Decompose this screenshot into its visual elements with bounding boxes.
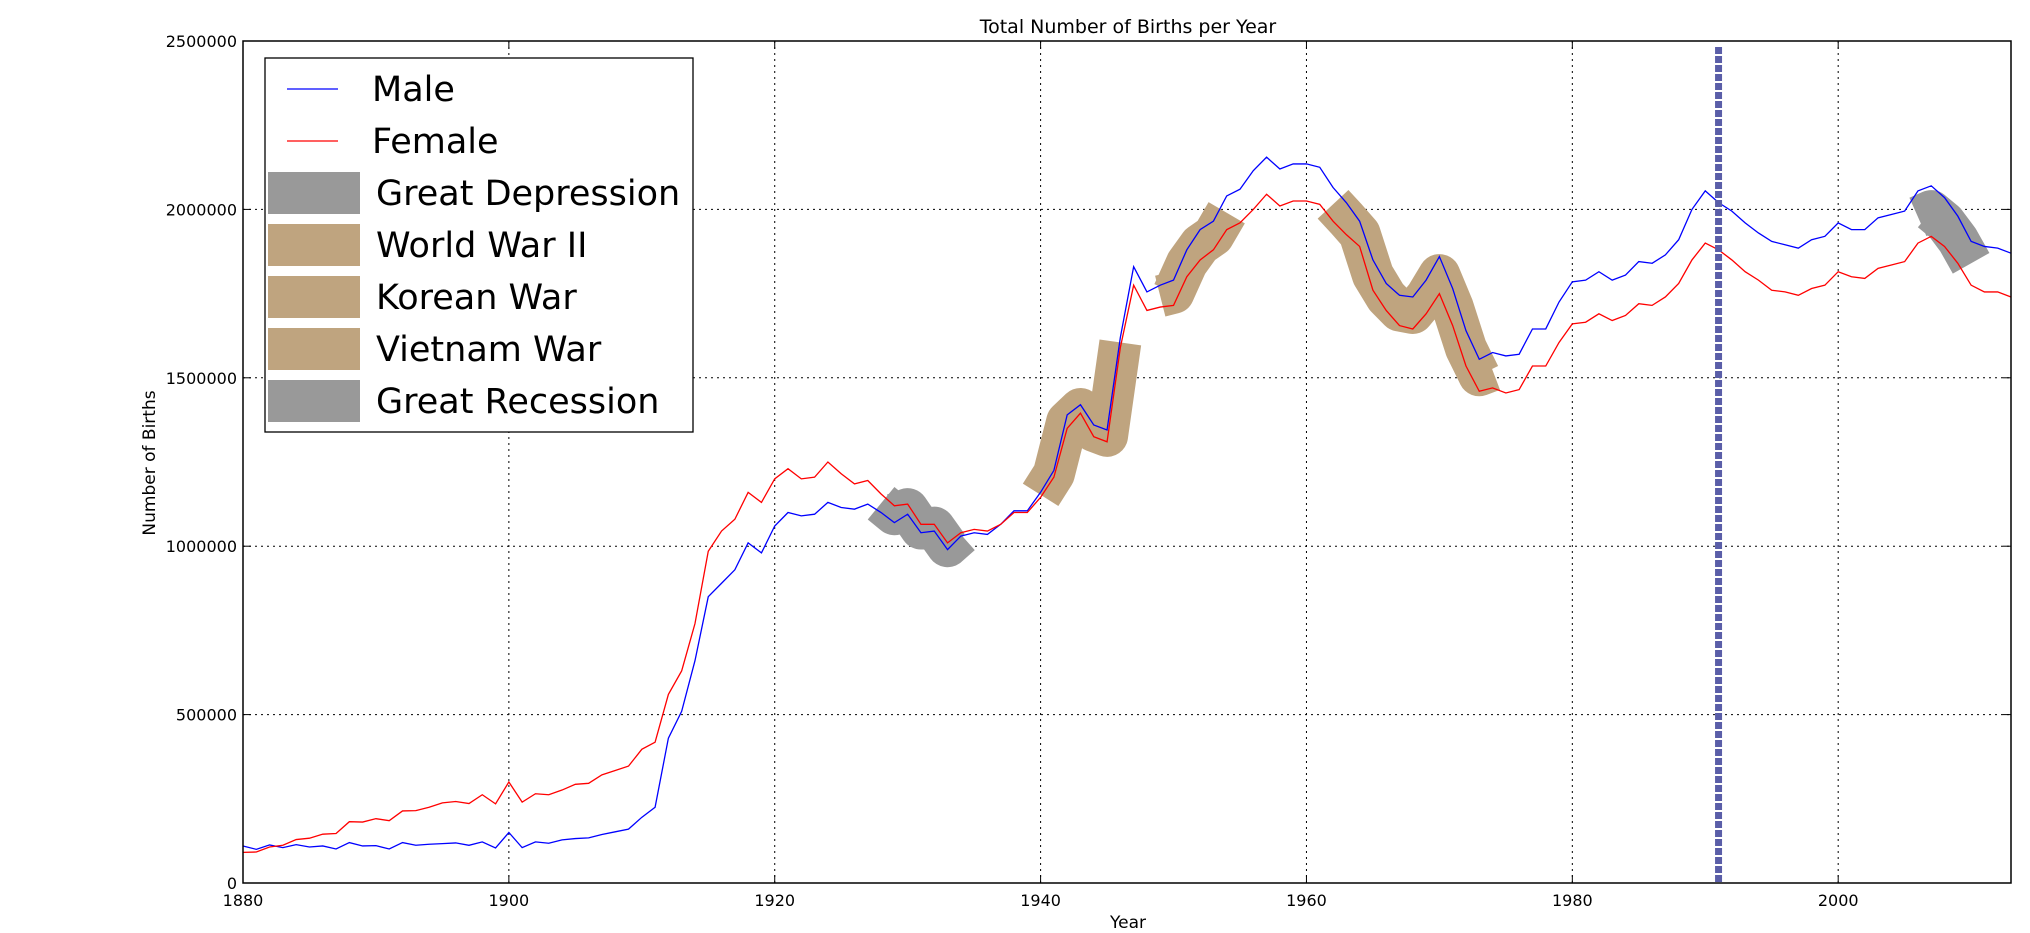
y-axis-label: Number of Births [140,390,160,535]
chart-title: Total Number of Births per Year [979,16,1277,38]
highlight-world-war-ii [1022,339,1142,507]
legend-label: Female [372,122,499,162]
legend-swatch [268,328,360,370]
x-axis-label: Year [1109,913,1146,933]
highlight-korean-war [1152,202,1245,317]
x-tick-label: 1960 [1286,891,1327,910]
y-tick-label: 0 [227,874,237,893]
legend-label: Great Recession [376,382,659,422]
legend-label: Korean War [376,278,577,318]
x-tick-label: 1940 [1020,891,1061,910]
legend: Male Female Great Depression World War II Ko… [264,57,694,433]
legend-swatch [268,224,360,266]
axis-ticks: 1880 1900 1920 1940 1960 1980 2000 0 500000 10000… [166,32,2011,910]
highlight-vietnam-war [1317,190,1501,397]
x-tick-label: 1880 [223,891,264,910]
x-tick-label: 2000 [1818,891,1859,910]
legend-swatch [268,172,360,214]
x-tick-label: 1920 [754,891,795,910]
y-tick-label: 2000000 [166,200,237,219]
legend-swatch [268,276,360,318]
legend-label: Male [372,70,455,110]
y-tick-label: 500000 [176,706,237,725]
legend-swatch [268,380,360,422]
legend-label: Great Depression [376,174,680,214]
legend-label: World War II [376,226,587,266]
highlight-great-recession [1909,190,1990,274]
legend-label: Vietnam War [376,330,602,370]
y-tick-label: 1000000 [166,537,237,556]
x-tick-label: 1980 [1552,891,1593,910]
y-tick-label: 1500000 [166,369,237,388]
y-tick-label: 2500000 [166,32,237,51]
x-tick-label: 1900 [489,891,530,910]
plot-frame [242,40,2012,884]
highlight-great-depression [867,487,975,568]
event-highlights [867,190,1990,568]
